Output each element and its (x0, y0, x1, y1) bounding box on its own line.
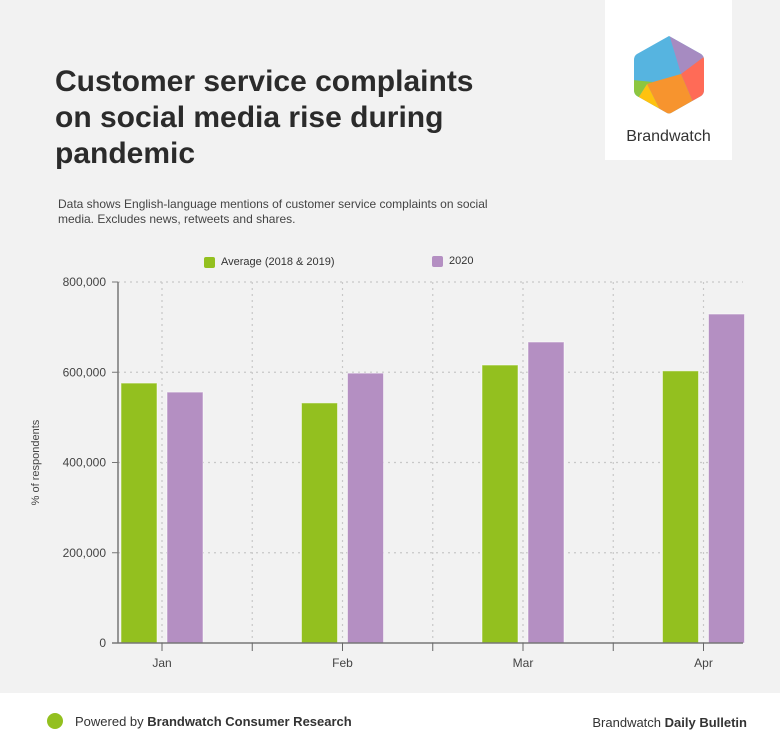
y-tick-label: 600,000 (63, 365, 107, 379)
bar-average-jan (120, 382, 158, 644)
y-axis-label: % of respondents (30, 419, 42, 505)
daily-bulletin: Brandwatch Daily Bulletin (592, 715, 747, 730)
bar-2020-jan (166, 391, 204, 644)
powered-by: Powered by Brandwatch Consumer Research (47, 713, 352, 729)
brand-logo-text: Brandwatch (626, 128, 711, 145)
bar-average-mar (481, 364, 519, 644)
brand-dot-icon (47, 713, 63, 729)
y-tick-label: 800,000 (63, 275, 107, 289)
bulletin-prefix: Brandwatch (592, 715, 665, 730)
bulletin-bold: Daily Bulletin (664, 715, 747, 730)
footer: Powered by Brandwatch Consumer Research … (0, 693, 780, 752)
bar-2020-mar (527, 341, 565, 644)
legend-label-2020: 2020 (449, 255, 474, 267)
bar-2020-feb (347, 372, 384, 644)
legend-swatch-average (204, 256, 215, 268)
y-tick-label: 200,000 (63, 546, 107, 560)
legend-label-average: Average (2018 & 2019) (221, 256, 335, 268)
brandwatch-logo-icon (634, 36, 704, 114)
powered-prefix: Powered by (75, 713, 148, 729)
chart-subtitle: Data shows English-language mentions of … (58, 197, 488, 226)
y-tick-label: 400,000 (63, 456, 107, 470)
bar-average-feb (301, 402, 338, 644)
brand-logo-card: Brandwatch (605, 0, 732, 160)
legend-item-average: Average (2018 & 2019) (204, 256, 335, 268)
x-tick-label: Apr (694, 656, 713, 670)
bar-average-apr (662, 370, 699, 644)
x-tick-label: Jan (152, 656, 171, 670)
legend-item-2020: 2020 (432, 255, 473, 267)
powered-brand: Brandwatch Consumer Research (147, 713, 352, 729)
x-tick-label: Mar (513, 656, 534, 670)
bar-2020-apr (708, 313, 745, 644)
legend-swatch-2020 (432, 255, 443, 267)
bar-chart: 0 200,000 400,000 600,000 800,000 Jan Feb Mar Ap… (30, 275, 745, 670)
y-tick-label: 0 (99, 636, 106, 650)
chart-title: Customer service complaints on social me… (55, 65, 474, 170)
x-tick-label: Feb (332, 656, 353, 670)
